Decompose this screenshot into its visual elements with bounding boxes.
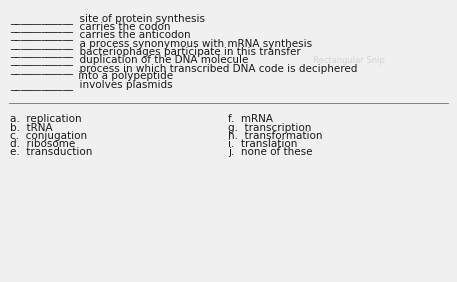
Text: ____________  process in which transcribed DNA code is deciphered: ____________ process in which transcribe… (10, 63, 357, 74)
Text: ____________  duplication of the DNA molecule: ____________ duplication of the DNA mole… (10, 54, 249, 65)
Text: j.  none of these: j. none of these (228, 147, 313, 157)
Text: g.  transcription: g. transcription (228, 122, 312, 133)
Text: Rectangular Snip: Rectangular Snip (313, 56, 385, 65)
Text: e.  transduction: e. transduction (10, 147, 92, 157)
Text: ____________  involves plasmids: ____________ involves plasmids (10, 79, 173, 90)
Text: h.  transformation: h. transformation (228, 131, 323, 141)
Text: ____________  a process synonymous with mRNA synthesis: ____________ a process synonymous with m… (10, 38, 312, 49)
Text: into a polypeptide: into a polypeptide (10, 71, 173, 81)
Text: ____________  carries the codon: ____________ carries the codon (10, 21, 170, 32)
Text: a.  replication: a. replication (10, 114, 82, 124)
Text: ____________  bacteriophages participate in this transfer: ____________ bacteriophages participate … (10, 46, 301, 57)
Text: c.  conjugation: c. conjugation (10, 131, 87, 141)
Text: ____________  site of protein synthesis: ____________ site of protein synthesis (10, 13, 205, 24)
Text: b.  tRNA: b. tRNA (10, 122, 53, 133)
Text: ____________  carries the anticodon: ____________ carries the anticodon (10, 29, 191, 40)
Text: d.  ribosome: d. ribosome (10, 139, 75, 149)
Text: i.  translation: i. translation (228, 139, 298, 149)
Text: f.  mRNA: f. mRNA (228, 114, 273, 124)
